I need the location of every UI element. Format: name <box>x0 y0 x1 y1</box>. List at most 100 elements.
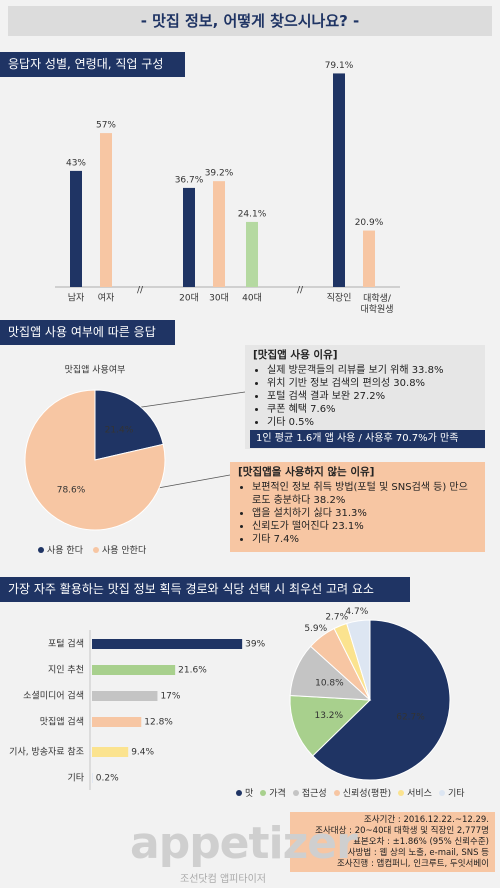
page-title: - 맛집 정보, 어떻게 찾으시나요? - <box>140 12 360 30</box>
y-tick-label: 포털 검색 <box>48 638 84 650</box>
value-label: 17% <box>160 692 180 702</box>
value-label: 4.7% <box>345 607 368 617</box>
y-tick-label: 지인 추천 <box>48 665 84 676</box>
x-tick-label: 20대 <box>179 293 199 304</box>
reason-item: 포털 검색 결과 보완 27.2% <box>267 390 477 403</box>
label-line: 대학생/ <box>363 293 392 304</box>
legend-swatch <box>398 790 405 796</box>
legend-item: 서비스 <box>398 786 432 799</box>
legend: 사용 한다 사용 안한다 <box>38 543 146 556</box>
title-band <box>8 6 492 36</box>
section-header: 가장 자주 활용하는 맛집 정보 획득 경로와 식당 선택 시 최우선 고려 요… <box>0 577 410 602</box>
legend-label: 접근성 <box>301 789 327 799</box>
reason-item: 기타 7.4% <box>252 533 477 546</box>
y-tick-label: 기타 <box>67 773 84 784</box>
legend-label: 사용 한다 <box>47 546 83 556</box>
survey-line: 조사기간 : 2016.12.22.~12.29. <box>363 815 489 825</box>
bar <box>92 639 243 649</box>
survey-line: 조사진행 : 앱컴퍼니, 인크루트, 두잇서베이 <box>336 859 489 869</box>
note: 1인 평균 1.6개 앱 사용 / 사용후 70.7%가 만족 <box>250 430 485 448</box>
value-label: 36.7% <box>175 175 204 185</box>
legend-swatch <box>292 790 299 796</box>
bar <box>100 133 112 287</box>
pie-slice <box>94 389 164 461</box>
section-header: 응답자 성별, 연령대, 직업 구성 <box>0 52 185 77</box>
connector <box>134 391 246 409</box>
value-label: 13.2% <box>314 711 343 721</box>
value-label: 12.8% <box>144 718 173 728</box>
x-tick-label: 30대 <box>209 293 229 304</box>
survey-line: 표본오차 : ±1.86% (95% 신뢰수준) <box>353 837 489 847</box>
break-mark: // <box>297 286 304 296</box>
y-tick-label: 기사, 방송자료 참조 <box>9 747 84 758</box>
bar <box>92 717 142 727</box>
legend-label: 맛 <box>245 789 254 799</box>
section-header: 맛집앱 사용 여부에 따른 응답 <box>0 320 175 345</box>
value-label: 21.6% <box>178 666 207 676</box>
legend-swatch <box>438 790 445 796</box>
legend-swatch <box>333 790 340 796</box>
reason-list: 보편적인 정보 취득 방법(포털 및 SNS검색 등) 만으로도 충분하다 38… <box>238 481 477 546</box>
legend-swatch <box>260 790 267 796</box>
reason-item: 앱을 설치하기 싫다 31.3% <box>252 507 477 520</box>
value-label: 39% <box>245 640 265 650</box>
bar <box>92 773 93 783</box>
value-label: 62.7% <box>396 713 425 723</box>
bar <box>92 691 158 701</box>
logo-sub: 조선닷컴 앱피타이저 <box>180 874 266 885</box>
reason-item: 위치 기반 정보 검색의 편의성 30.8% <box>267 377 477 390</box>
bar <box>213 181 225 287</box>
legend-item: 사용 한다 <box>38 543 83 556</box>
value-label: 9.4% <box>131 748 154 758</box>
survey-info: 조사기간 : 2016.12.22.~12.29. 조사대상 : 20~40대 대… <box>290 812 495 872</box>
logo: appetizer <box>130 818 358 869</box>
break-mark: // <box>137 286 144 296</box>
chart-subtitle: 맛집앱 사용여부 <box>65 364 126 376</box>
bar <box>183 187 195 287</box>
legend-label: 사용 안한다 <box>101 546 147 556</box>
x-tick-label: 남자 <box>68 293 85 304</box>
pie-slice <box>24 389 166 531</box>
value-label: 79.1% <box>325 61 354 71</box>
connector <box>157 474 231 489</box>
value-label: 78.6% <box>57 486 86 496</box>
reason-item: 신뢰도가 떨어진다 23.1% <box>252 520 477 533</box>
value-label: 21.4% <box>105 425 134 435</box>
value-label: 24.1% <box>238 209 267 219</box>
value-label: 2.7% <box>325 612 348 622</box>
y-tick-label: 맛집앱 검색 <box>40 716 84 728</box>
value-label: 10.8% <box>315 679 344 689</box>
value-label: 5.9% <box>304 624 327 634</box>
survey-line: 조사방법 : 웹 상의 노출, e-mail, SNS 등 <box>339 848 489 858</box>
pie-slice <box>289 694 372 757</box>
bar <box>333 73 345 288</box>
y-tick-label: 소셜미디어 검색 <box>23 690 84 702</box>
legend-swatch <box>236 790 242 796</box>
x-tick-label: 직장인 <box>327 293 352 304</box>
x-tick-label: 여자 <box>98 292 115 304</box>
bar <box>70 170 82 287</box>
legend-swatch <box>38 547 44 553</box>
pie-slice <box>312 619 451 781</box>
value-label: 39.2% <box>205 169 234 179</box>
bar <box>92 665 176 675</box>
pie-slice <box>346 619 371 701</box>
label-line: 대학원생 <box>360 304 393 315</box>
x-tick-label: 40대 <box>242 293 262 304</box>
bar <box>246 221 258 287</box>
legend-item: 접근성 <box>292 786 327 799</box>
legend-label: 기타 <box>447 789 465 799</box>
x-tick-label: 대학생/대학원생 <box>360 293 393 315</box>
reason-list: 실제 방문객들의 리뷰를 보기 위해 33.8%위치 기반 정보 검색의 편의성… <box>253 364 477 429</box>
legend-item: 맛 <box>236 786 253 799</box>
box-title: [맛집앱 사용 이유] <box>253 349 338 361</box>
bar <box>363 230 375 287</box>
legend-label: 가격 <box>269 789 286 799</box>
nonuse-reasons-box: [맛집앱을 사용하지 않는 이유] 보편적인 정보 취득 방법(포털 및 SNS… <box>230 462 485 552</box>
value-label: 57% <box>96 121 116 131</box>
value-label: 20.9% <box>355 218 384 228</box>
value-label: 0.2% <box>96 774 119 784</box>
legend-swatch <box>92 547 99 553</box>
